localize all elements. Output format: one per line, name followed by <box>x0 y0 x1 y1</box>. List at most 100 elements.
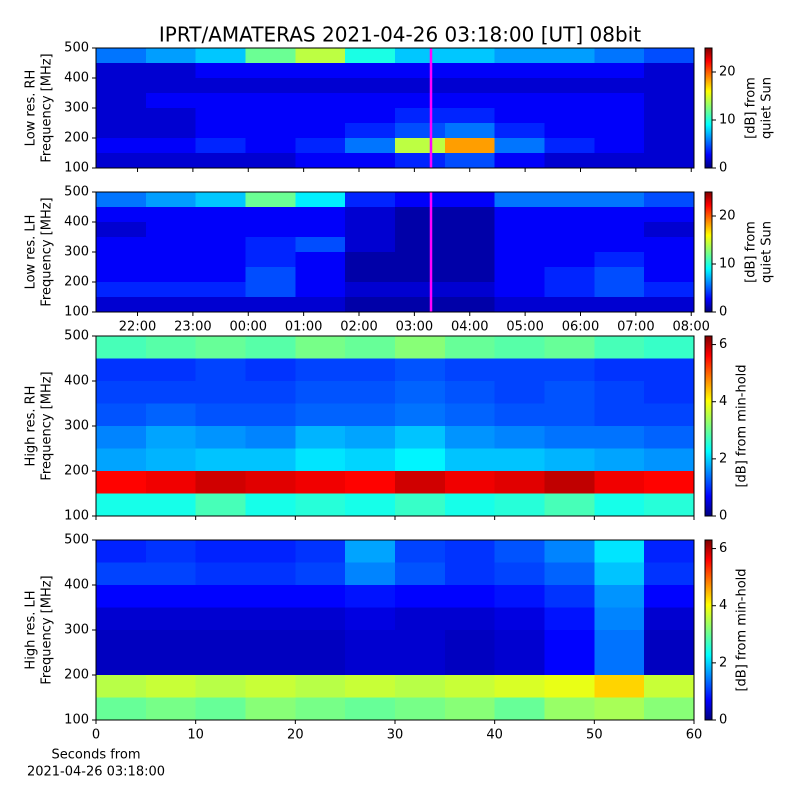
heatmap-cell <box>395 93 445 108</box>
heatmap-cell <box>145 207 196 222</box>
heatmap-cell <box>245 207 296 222</box>
heatmap-cell <box>494 630 545 653</box>
heatmap-cell <box>96 675 146 698</box>
heatmap-cell <box>145 48 196 63</box>
heatmap-cell <box>494 282 545 297</box>
heatmap-cell <box>96 93 146 108</box>
heatmap-cell <box>395 267 445 282</box>
heatmap-cell <box>395 63 445 78</box>
heatmap-cell <box>345 282 395 297</box>
heatmap-cell <box>594 585 645 608</box>
heatmap-cell <box>245 222 296 237</box>
heatmap-cell <box>644 267 694 282</box>
heatmap-cell <box>295 78 346 93</box>
y-tick-label: 200 <box>64 131 89 146</box>
heatmap-cell <box>245 153 296 168</box>
heatmap-cell <box>195 426 246 449</box>
heatmap-cell <box>494 381 545 404</box>
heatmap-cell <box>444 153 495 168</box>
heatmap-cell <box>295 381 346 404</box>
heatmap-cell <box>145 297 196 312</box>
y-tick-label: 100 <box>64 161 89 176</box>
y-tick-label: 500 <box>64 185 89 200</box>
heatmap-cell <box>544 675 595 698</box>
heatmap-cell <box>195 138 246 153</box>
heatmap-cell <box>145 252 196 267</box>
heatmap-cell <box>544 48 595 63</box>
heatmap-cell <box>96 448 146 471</box>
heatmap-cell <box>494 448 545 471</box>
heatmap-cell <box>444 607 495 630</box>
heatmap-cell <box>544 297 595 312</box>
heatmap-cell <box>195 381 246 404</box>
heatmap-cell <box>145 336 196 359</box>
heatmap-cell <box>145 562 196 585</box>
heatmap-cell <box>444 138 495 153</box>
heatmap-cell <box>295 192 346 207</box>
heatmap-cell <box>395 153 445 168</box>
heatmap-cell <box>195 471 246 494</box>
heatmap-cell <box>295 237 346 252</box>
heatmap-cell <box>345 78 395 93</box>
y-tick-label: 400 <box>64 215 89 230</box>
heatmap-cell <box>345 675 395 698</box>
heatmap-cell <box>444 675 495 698</box>
heatmap-cell <box>96 471 146 494</box>
heatmap-cell <box>245 336 296 359</box>
heatmap-cell <box>96 192 146 207</box>
heatmap-cell <box>345 252 395 267</box>
heatmap-cell <box>494 426 545 449</box>
heatmap-cell <box>345 493 395 516</box>
heatmap-cell <box>195 652 246 675</box>
heatmap-cell <box>594 93 645 108</box>
heatmap-cell <box>594 153 645 168</box>
heatmap-cell <box>195 297 246 312</box>
heatmap-cell <box>644 426 694 449</box>
heatmap-cell <box>544 108 595 123</box>
heatmap-cell <box>644 153 694 168</box>
colorbar-tick-label: 20 <box>719 65 736 80</box>
heatmap-cell <box>345 207 395 222</box>
heatmap-cell <box>345 267 395 282</box>
heatmap-cell <box>96 222 146 237</box>
y-axis-label: High res. LH <box>24 590 39 669</box>
heatmap-cell <box>494 48 545 63</box>
heatmap-cell <box>395 252 445 267</box>
heatmap-cell <box>245 93 296 108</box>
heatmap-cell <box>644 336 694 359</box>
heatmap-cell <box>594 336 645 359</box>
heatmap-cell <box>245 252 296 267</box>
heatmap-cell <box>544 207 595 222</box>
heatmap-cell <box>145 652 196 675</box>
heatmap-cell <box>295 652 346 675</box>
heatmap-cell <box>644 63 694 78</box>
heatmap-cell <box>145 192 196 207</box>
heatmap-cell <box>544 93 595 108</box>
heatmap-cell <box>644 282 694 297</box>
heatmap-cell <box>96 403 146 426</box>
heatmap-cell <box>494 78 545 93</box>
heatmap-cell <box>295 607 346 630</box>
heatmap-cell <box>195 562 246 585</box>
heatmap-cell <box>295 267 346 282</box>
heatmap-cell <box>295 540 346 563</box>
heatmap-cell <box>96 267 146 282</box>
heatmap-cell <box>644 381 694 404</box>
heatmap-cell <box>644 78 694 93</box>
heatmap-cell <box>345 697 395 720</box>
colorbar-tick-label: 4 <box>719 598 727 613</box>
heatmap-cell <box>145 471 196 494</box>
y-tick-label: 300 <box>64 419 89 434</box>
heatmap-cell <box>295 207 346 222</box>
heatmap-cell <box>96 153 146 168</box>
heatmap-cell <box>594 63 645 78</box>
heatmap-cell <box>395 540 445 563</box>
heatmap-cell <box>494 108 545 123</box>
x-tick-label: 01:00 <box>285 320 322 335</box>
heatmap-cell <box>96 381 146 404</box>
heatmap-cell <box>245 403 296 426</box>
heatmap-cell <box>245 358 296 381</box>
heatmap-cell <box>295 358 346 381</box>
heatmap-cell <box>295 493 346 516</box>
